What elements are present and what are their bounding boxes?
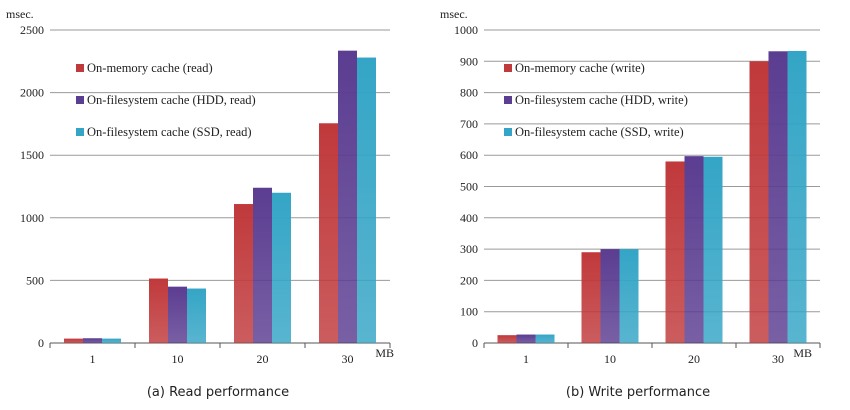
y-tick-label: 500 <box>460 180 478 194</box>
y-tick-label: 900 <box>460 54 478 68</box>
y-tick-label: 600 <box>460 148 478 162</box>
x-tick-label: 30 <box>772 352 784 366</box>
y-tick-label: 1000 <box>454 23 478 37</box>
bar-hdd-20 <box>684 156 704 343</box>
bar-memory-30 <box>319 123 338 343</box>
legend-label: On-memory cache (write) <box>515 61 645 75</box>
x-tick-label: 10 <box>172 352 184 366</box>
y-tick-label: 200 <box>460 273 478 287</box>
x-tick-label: 30 <box>342 352 354 366</box>
legend-swatch <box>76 128 84 136</box>
chart-caption: (b) Write performance <box>566 385 710 400</box>
bar-memory-10 <box>581 252 601 343</box>
legend-label: On-filesystem cache (SSD, write) <box>515 125 684 139</box>
legend-swatch <box>76 96 84 104</box>
legend-swatch <box>504 96 512 104</box>
legend-label: On-memory cache (read) <box>87 61 213 75</box>
y-tick-label: 500 <box>26 273 44 287</box>
bar-hdd-30 <box>768 51 788 344</box>
y-tick-label: 2500 <box>20 23 44 37</box>
legend-label: On-filesystem cache (HDD, read) <box>87 93 256 107</box>
legend-label: On-filesystem cache (HDD, write) <box>515 93 688 107</box>
x-tick-label: 20 <box>688 352 700 366</box>
x-tick-label: 1 <box>523 352 529 366</box>
y-tick-label: 100 <box>460 305 478 319</box>
bar-hdd-30 <box>338 50 357 344</box>
legend-swatch <box>504 128 512 136</box>
bar-memory-30 <box>749 61 769 344</box>
bar-ssd-1 <box>535 334 555 343</box>
bar-hdd-10 <box>600 249 620 343</box>
bar-ssd-20 <box>272 192 291 343</box>
x-tick-label: 10 <box>604 352 616 366</box>
y-tick-label: 1000 <box>20 211 44 225</box>
bar-memory-10 <box>149 278 168 343</box>
y-tick-label: 800 <box>460 86 478 100</box>
x-unit-label: MB <box>793 346 812 360</box>
y-tick-label: 1500 <box>20 148 44 162</box>
bar-ssd-10 <box>187 288 206 343</box>
bar-hdd-1 <box>516 334 536 343</box>
y-axis-label: msec. <box>6 7 34 21</box>
bar-ssd-30 <box>787 50 807 343</box>
y-tick-label: 0 <box>38 336 44 350</box>
bar-memory-20 <box>665 161 685 343</box>
chart-1: 0 100 200 300 400 500 600 700 800 900 1000 1 10 20 30 M… <box>440 7 821 400</box>
bar-hdd-10 <box>168 286 187 343</box>
bar-ssd-20 <box>703 156 723 343</box>
chart-caption: (a) Read performance <box>147 385 289 400</box>
bar-memory-1 <box>497 335 517 343</box>
x-unit-label: MB <box>375 346 394 360</box>
bar-ssd-30 <box>357 57 376 343</box>
x-tick-label: 1 <box>90 352 96 366</box>
y-tick-label: 400 <box>460 211 478 225</box>
legend-swatch <box>504 64 512 72</box>
bar-ssd-10 <box>619 249 639 343</box>
bar-memory-1 <box>64 338 83 343</box>
legend-swatch <box>76 64 84 72</box>
bar-hdd-1 <box>83 338 102 343</box>
bar-ssd-1 <box>102 338 121 343</box>
bar-hdd-20 <box>253 187 272 343</box>
legend-label: On-filesystem cache (SSD, read) <box>87 125 252 139</box>
bar-memory-20 <box>234 204 253 343</box>
y-tick-label: 300 <box>460 242 478 256</box>
y-tick-label: 2000 <box>20 86 44 100</box>
chart-0: 0 500 1000 1500 2000 2500 1 10 20 30 MB msec. On-mem… <box>6 7 394 400</box>
y-tick-label: 0 <box>472 336 478 350</box>
y-axis-label: msec. <box>440 7 468 21</box>
x-tick-label: 20 <box>257 352 269 366</box>
y-tick-label: 700 <box>460 117 478 131</box>
